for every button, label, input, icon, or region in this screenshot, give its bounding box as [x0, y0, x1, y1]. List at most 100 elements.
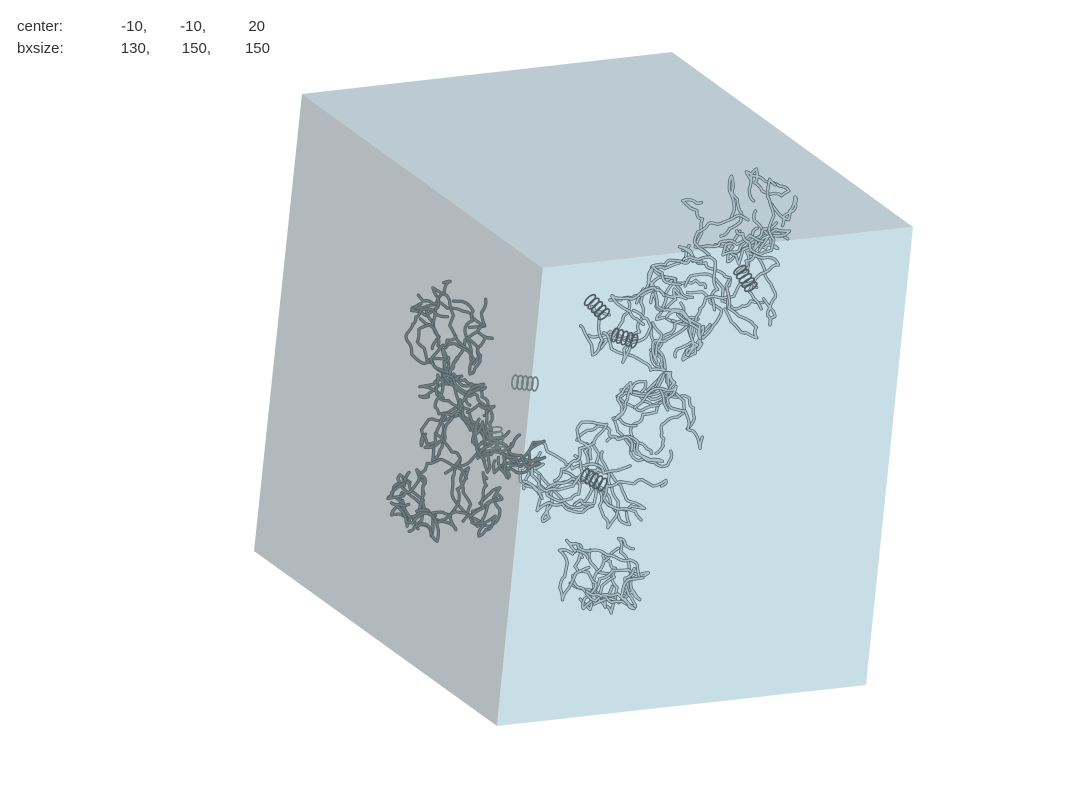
ribbon-strand — [741, 251, 777, 326]
ribbon-strand — [585, 576, 644, 610]
center-readout: center: -10, -10, 20 — [17, 16, 270, 38]
helix-turn — [521, 375, 529, 391]
ribbon-strand — [390, 474, 424, 530]
ribbon-strand — [678, 245, 732, 309]
ribbon-strand — [655, 393, 686, 455]
box-face-top — [302, 52, 913, 268]
center-label: center: — [17, 18, 63, 35]
ribbon-strand — [612, 416, 673, 468]
ribbon-strand — [621, 309, 652, 364]
ribbon-strand — [430, 335, 457, 374]
helix-turn — [597, 308, 611, 321]
ribbon-strand — [737, 254, 780, 310]
helix-turn — [620, 330, 629, 346]
helix-turn — [735, 268, 750, 280]
ribbon-strand — [635, 393, 696, 430]
ribbon-strand — [434, 374, 463, 417]
center-z: 20 — [248, 18, 265, 35]
bxsize-y: 150, — [181, 40, 211, 57]
ribbon-strand — [561, 451, 620, 529]
ribbon-strand — [602, 331, 666, 372]
bxsize-readout: bxsize: 130, 150, 150 — [17, 38, 270, 60]
bxsize-z: 150 — [244, 40, 270, 57]
helix-turn — [741, 277, 756, 288]
ribbon-strand — [633, 385, 704, 450]
ribbon-strand — [444, 337, 482, 375]
box-face-left — [254, 94, 543, 726]
ribbon-strand — [390, 501, 440, 543]
ribbon-strand — [588, 288, 645, 342]
ribbon-strand — [651, 258, 703, 286]
ribbon-strand — [770, 196, 798, 227]
helix-turn — [624, 331, 634, 347]
ribbon-strand — [735, 178, 777, 256]
helix-turn — [488, 435, 505, 444]
ribbon-strand — [745, 168, 790, 202]
ribbon-strand — [448, 298, 487, 379]
box-readout: center: -10, -10, 20 bxsize: 130, 150, 1… — [17, 16, 270, 60]
ribbon-strand — [682, 256, 719, 311]
ribbon-strand — [387, 458, 468, 500]
ribbon-strand — [614, 380, 647, 421]
ribbon-strand — [574, 468, 646, 512]
helix-turn — [584, 470, 595, 485]
helix-turn — [489, 440, 506, 449]
helix-turn — [490, 445, 507, 454]
ribbon-strand — [673, 313, 699, 358]
ribbon-strand — [576, 425, 634, 452]
ribbon-strand — [553, 421, 608, 482]
helix-turn — [610, 327, 620, 343]
helix-turn — [594, 304, 607, 317]
helix-turn — [531, 376, 539, 392]
simulation-box[interactable] — [254, 52, 913, 726]
helix-turn — [583, 293, 597, 307]
helix-turn — [593, 475, 604, 490]
helix-turn — [615, 328, 625, 345]
ribbon-strand — [724, 278, 758, 339]
helix-turn — [516, 374, 524, 391]
bxsize-label: bxsize: — [17, 40, 64, 57]
ribbon-strand — [681, 198, 764, 249]
ribbon-strand — [471, 497, 498, 537]
ribbon-strand — [629, 390, 673, 455]
ribbon-strand — [579, 305, 611, 356]
ribbon-strand — [599, 300, 637, 350]
center-x: -10, — [121, 18, 147, 35]
ribbon-strand — [522, 475, 582, 502]
ribbon-strand — [684, 273, 764, 310]
helix-turn — [587, 297, 600, 310]
helix-turn — [526, 375, 534, 392]
ribbon-strand — [452, 300, 494, 365]
ribbon-strand — [442, 373, 495, 427]
helix-turn — [597, 477, 608, 492]
ribbon-strand — [538, 441, 631, 474]
ribbon-strand — [602, 478, 667, 521]
ribbon-strand — [693, 214, 749, 256]
ribbon-strand — [682, 325, 705, 361]
ribbon-strand — [410, 286, 469, 350]
helix-turn — [579, 467, 591, 483]
ribbon-strand — [565, 539, 641, 579]
helix-turn — [487, 426, 503, 434]
helix-turn — [738, 273, 753, 284]
bxsize-x: 130, — [120, 40, 150, 57]
helix-turn — [733, 264, 747, 276]
helix-turn — [488, 430, 504, 439]
helix-turn — [629, 333, 639, 349]
ribbon-strand — [424, 403, 484, 449]
center-y: -10, — [180, 18, 206, 35]
ribbon-strand — [460, 383, 498, 456]
ribbon-strand — [651, 322, 688, 364]
ribbon-strand — [572, 567, 637, 608]
helix-turn — [511, 374, 519, 390]
ribbon-strand — [654, 291, 702, 340]
ribbon-strand — [573, 442, 597, 506]
ribbon-strand — [720, 175, 743, 237]
protein-ribbon[interactable] — [386, 167, 799, 615]
helix-turn — [590, 301, 604, 314]
helix-turn — [743, 281, 758, 293]
ribbon-strand — [474, 418, 522, 468]
ribbon-strand — [611, 286, 665, 326]
